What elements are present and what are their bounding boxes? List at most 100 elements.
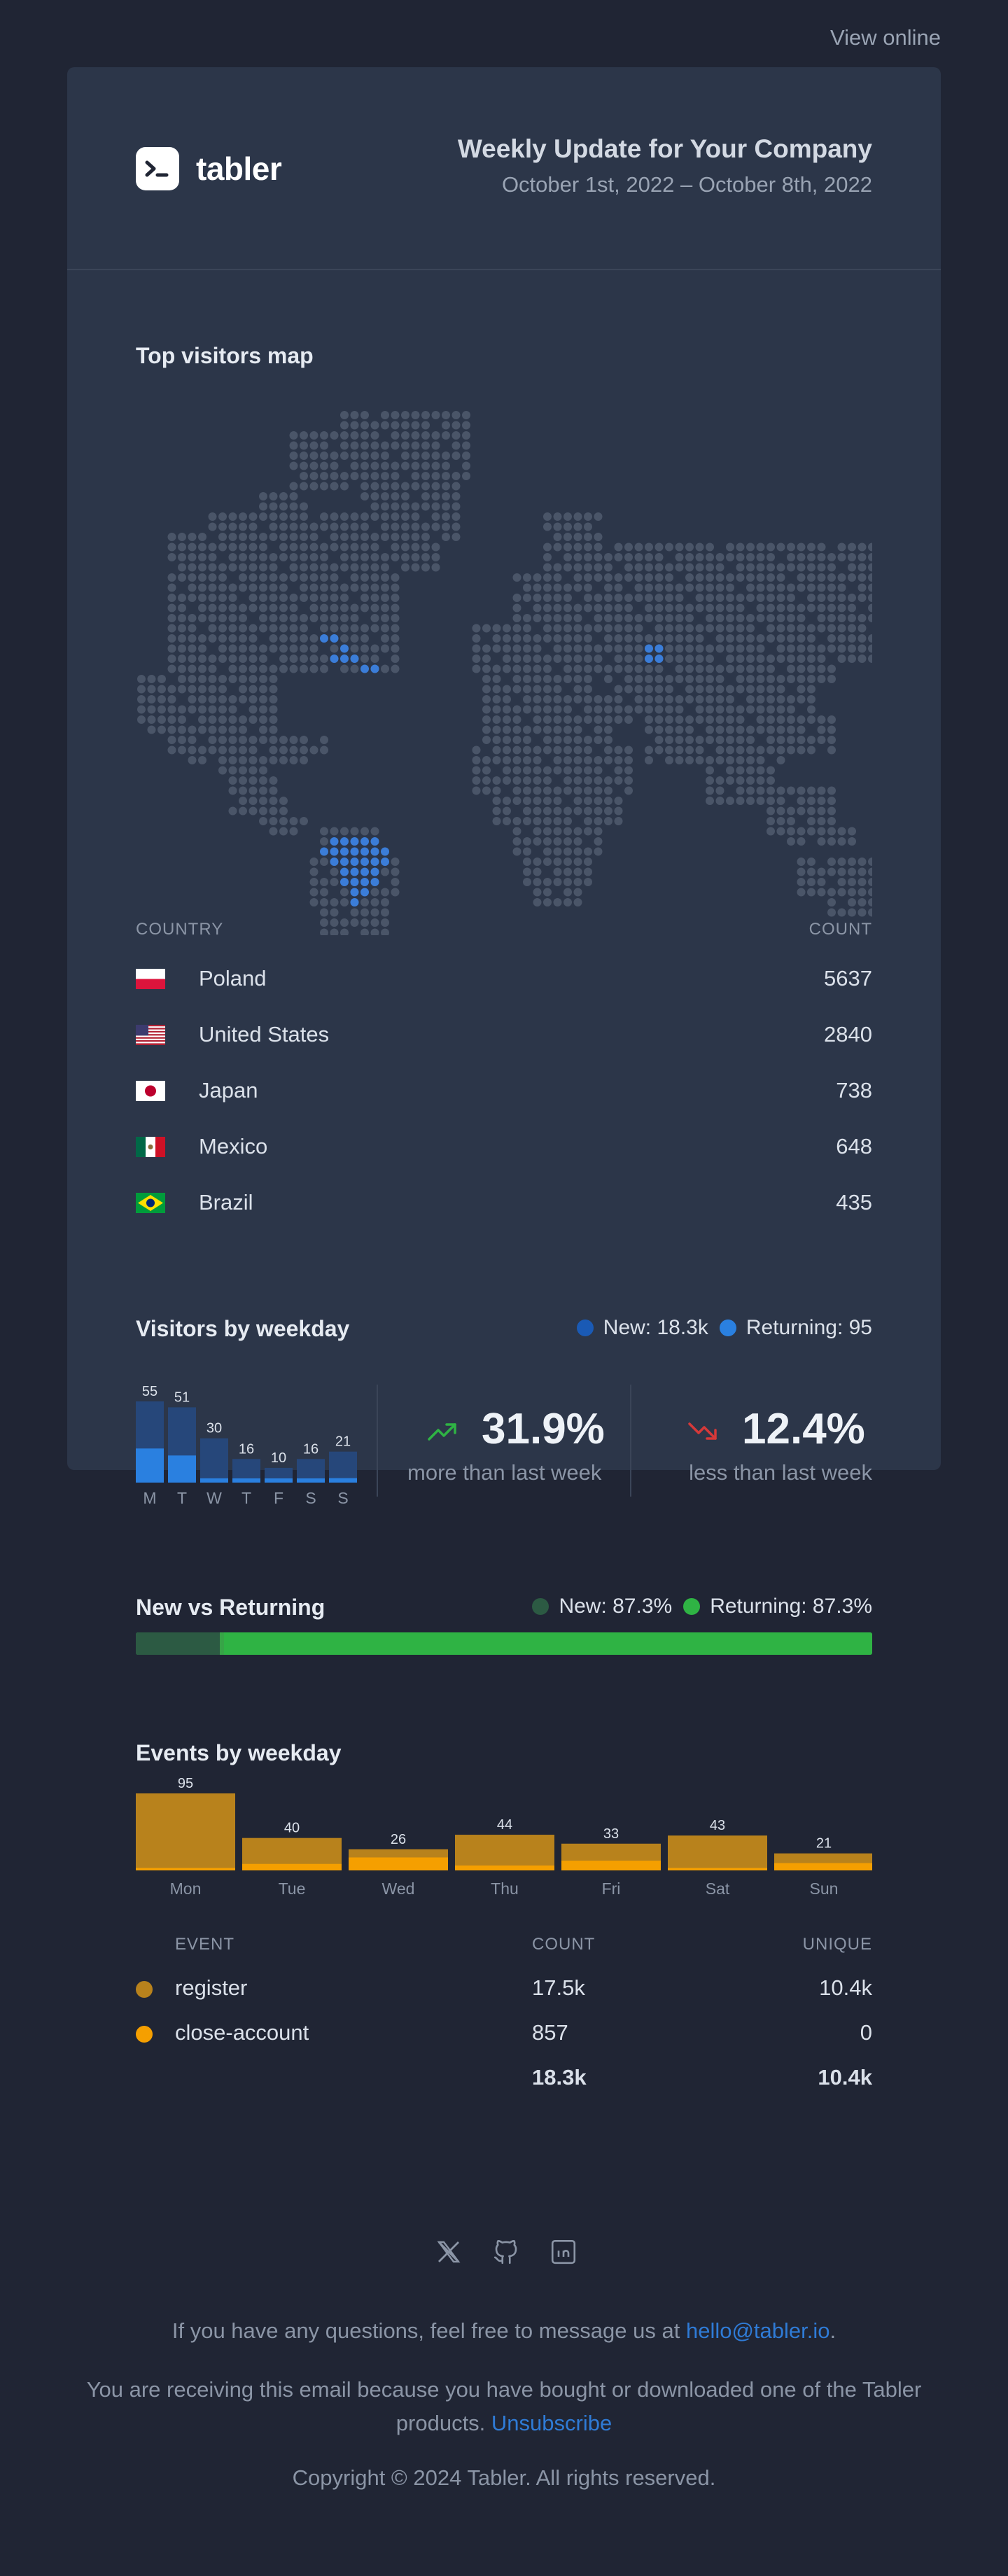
map-dot	[330, 928, 339, 935]
map-dot	[300, 482, 308, 491]
map-dot	[868, 644, 872, 653]
map-dot	[645, 705, 653, 714]
map-dot	[198, 634, 206, 643]
map-dot	[624, 786, 633, 795]
map-dot	[807, 867, 816, 876]
event-bar-value: 43	[710, 1818, 725, 1833]
map-dot	[614, 685, 623, 694]
map-dot	[685, 583, 694, 592]
legend-new-label: New: 18.3k	[603, 1316, 708, 1339]
map-dot	[523, 867, 531, 876]
map-dot	[512, 624, 522, 633]
map-dot	[503, 664, 511, 673]
map-dot	[736, 542, 745, 552]
map-dot	[279, 654, 288, 663]
map-dot	[807, 594, 816, 602]
weekday-label: T	[177, 1489, 187, 1507]
map-dot	[573, 837, 582, 846]
map-dot	[462, 461, 470, 470]
map-dot	[492, 695, 501, 704]
map-dot	[158, 705, 166, 714]
map-dot	[756, 756, 765, 764]
map-dot	[614, 806, 623, 816]
x-icon[interactable]	[434, 2237, 463, 2267]
map-dot-highlight	[350, 898, 359, 906]
map-dot	[715, 705, 724, 714]
map-dot	[736, 797, 745, 805]
map-dot	[523, 786, 531, 795]
map-dot	[715, 685, 724, 694]
map-dot	[228, 563, 237, 572]
map-dot	[391, 664, 400, 673]
tabler-logo[interactable]: tabler	[136, 147, 282, 190]
map-dot	[218, 603, 227, 612]
map-dot	[482, 776, 491, 785]
map-dot	[736, 614, 745, 622]
trending-down-icon	[688, 1422, 717, 1440]
map-dot	[715, 756, 724, 764]
map-dot	[827, 715, 836, 724]
map-dot	[594, 776, 603, 785]
map-dot	[167, 664, 176, 673]
footer-questions: If you have any questions, feel free to …	[0, 2314, 1008, 2348]
map-dot	[492, 797, 501, 805]
map-dot	[269, 685, 278, 694]
map-dot	[147, 715, 156, 724]
contact-email-link[interactable]: hello@tabler.io	[685, 2318, 830, 2343]
visitors-bar-value: 55	[142, 1384, 158, 1399]
map-dot	[594, 756, 603, 764]
map-dot	[726, 756, 734, 764]
map-dot	[695, 542, 704, 552]
map-dot	[533, 685, 542, 694]
map-dot	[776, 563, 785, 572]
map-dot	[726, 746, 734, 755]
map-dot	[553, 715, 562, 724]
map-dot	[533, 614, 542, 622]
linkedin-icon[interactable]	[549, 2237, 578, 2267]
map-dot	[259, 512, 267, 521]
map-dot	[726, 736, 734, 744]
map-dot	[178, 675, 186, 683]
map-dot	[685, 644, 694, 653]
map-dot	[512, 776, 522, 785]
map-dot	[564, 746, 572, 755]
map-dot	[756, 634, 765, 643]
map-dot	[817, 867, 826, 876]
map-dot	[776, 594, 785, 602]
country-row: Japan 738	[136, 1070, 872, 1112]
unsubscribe-link[interactable]: Unsubscribe	[491, 2411, 612, 2435]
map-dot	[472, 776, 481, 785]
email-title: Weekly Update for Your Company	[457, 134, 872, 163]
map-dot	[766, 573, 775, 582]
map-dot	[370, 472, 379, 480]
map-dot	[300, 594, 308, 602]
map-dot	[218, 512, 227, 521]
map-dot	[492, 624, 501, 633]
map-dot	[543, 594, 552, 602]
map-dot	[584, 644, 592, 653]
map-dot	[309, 654, 318, 663]
map-dot	[218, 583, 227, 592]
view-online-link[interactable]: View online	[830, 25, 941, 50]
visitors-bar-value: 51	[174, 1390, 190, 1405]
map-dot	[421, 441, 430, 450]
map-dot	[614, 583, 623, 592]
github-icon[interactable]	[491, 2237, 521, 2267]
map-dot	[776, 705, 785, 714]
map-dot-highlight	[381, 847, 389, 856]
map-dot	[564, 654, 572, 663]
map-dot	[604, 634, 612, 643]
map-dot-highlight	[360, 888, 369, 897]
weekday-label: M	[143, 1489, 156, 1507]
map-dot	[654, 583, 664, 592]
map-dot	[309, 583, 318, 592]
map-dot	[228, 553, 237, 561]
map-dot	[320, 461, 328, 470]
map-dot	[543, 695, 552, 704]
map-dot	[167, 715, 176, 724]
map-dot	[391, 634, 400, 643]
map-dot	[523, 736, 531, 744]
map-dot	[492, 634, 501, 643]
map-dot	[553, 797, 562, 805]
map-dot	[289, 542, 298, 552]
